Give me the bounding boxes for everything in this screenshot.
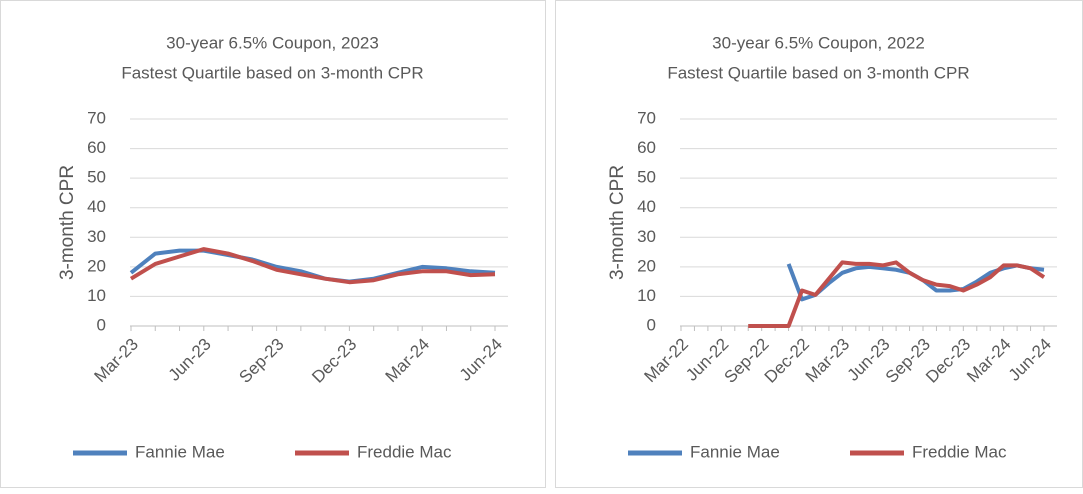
series-line [129, 247, 496, 285]
y-tick-label: 60 [87, 138, 106, 157]
y-tick-label: 30 [637, 227, 656, 246]
chart-title: 30-year 6.5% Coupon, 2022 [712, 33, 925, 52]
y-tick-label: 20 [87, 256, 106, 275]
y-tick-label: 10 [87, 286, 106, 305]
chart-subtitle: Fastest Quartile based on 3-month CPR [121, 63, 423, 82]
chart-subtitle: Fastest Quartile based on 3-month CPR [667, 63, 969, 82]
chart-title: 30-year 6.5% Coupon, 2023 [166, 33, 379, 52]
series-line [748, 260, 1046, 328]
y-tick-label: 20 [637, 256, 656, 275]
y-tick-label: 70 [637, 108, 656, 127]
legend-label: Fannie Mae [690, 442, 780, 461]
legend-label: Fannie Mae [135, 442, 225, 461]
y-tick-label: 50 [637, 168, 656, 187]
y-tick-label: 40 [87, 197, 106, 216]
panel-frame [555, 0, 1083, 488]
legend-label: Freddie Mac [357, 442, 452, 461]
y-tick-label: 60 [637, 138, 656, 157]
y-axis-label: 3-month CPR [607, 165, 628, 280]
y-axis-label: 3-month CPR [57, 165, 78, 280]
panel-frame [0, 0, 546, 488]
y-tick-label: 40 [637, 197, 656, 216]
y-tick-label: 50 [87, 168, 106, 187]
y-tick-label: 70 [87, 108, 106, 127]
legend-label: Freddie Mac [912, 442, 1007, 461]
y-tick-label: 0 [97, 315, 106, 334]
y-tick-label: 10 [637, 286, 656, 305]
y-tick-label: 0 [647, 315, 656, 334]
y-tick-label: 30 [87, 227, 106, 246]
